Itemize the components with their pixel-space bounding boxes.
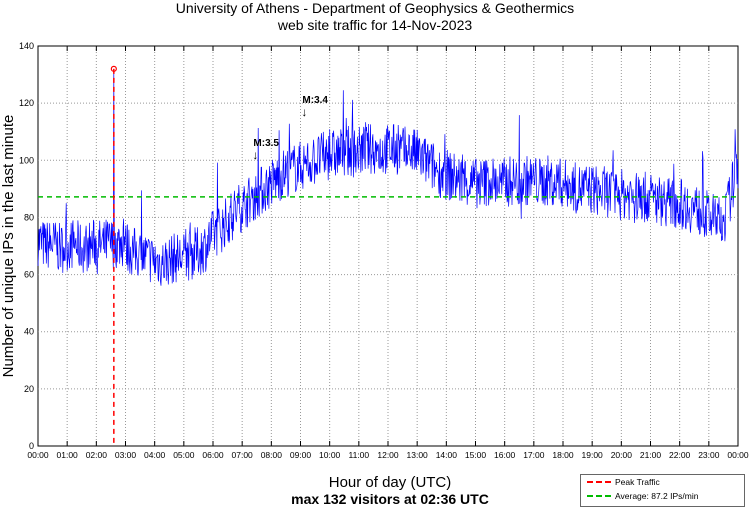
x-tick-label: 21:00 <box>640 450 662 460</box>
x-tick-label: 12:00 <box>377 450 399 460</box>
x-tick-label: 18:00 <box>552 450 574 460</box>
y-tick-label: 120 <box>19 98 34 108</box>
x-tick-label: 09:00 <box>290 450 312 460</box>
y-tick-label: 140 <box>19 41 34 51</box>
traffic-series-line <box>37 68 739 286</box>
plot-area: 0 20 40 60 80 100 120 140 00:00 01:00 02:00 03:00 04… <box>0 41 749 460</box>
y-tick-label: 40 <box>24 327 34 337</box>
y-tick-label: 0 <box>29 441 34 451</box>
chart-title: University of Athens - Department of Geo… <box>175 0 575 16</box>
x-tick-label: 01:00 <box>57 450 79 460</box>
y-tick-label: 60 <box>24 270 34 280</box>
legend-average-label: Average: 87.2 IPs/min <box>615 491 699 501</box>
x-tick-label: 13:00 <box>407 450 429 460</box>
y-tick-label: 100 <box>19 155 34 165</box>
chart-subtitle: web site traffic for 14-Nov-2023 <box>277 17 473 33</box>
x-tick-label: 08:00 <box>261 450 283 460</box>
earthquake-annotation: M:3.5 <box>253 138 279 149</box>
x-tick-label: 23:00 <box>698 450 720 460</box>
x-tick-label: 02:00 <box>86 450 108 460</box>
y-axis-label: Number of unique IPs in the last minute <box>0 115 17 378</box>
x-tick-label: 05:00 <box>173 450 195 460</box>
y-tick-label: 20 <box>24 384 34 394</box>
x-tick-label: 10:00 <box>319 450 341 460</box>
legend-peak-label: Peak Traffic <box>615 477 660 487</box>
x-tick-label: 16:00 <box>494 450 516 460</box>
x-tick-label: 14:00 <box>436 450 458 460</box>
x-tick-label: 17:00 <box>523 450 545 460</box>
legend-peak: Peak Traffic <box>581 475 744 489</box>
x-tick-label: 03:00 <box>115 450 137 460</box>
legend: Peak Traffic Average: 87.2 IPs/min <box>580 474 745 507</box>
x-tick-label: 07:00 <box>232 450 254 460</box>
earthquake-arrow: ↓ <box>301 105 307 119</box>
legend-average: Average: 87.2 IPs/min <box>581 489 744 503</box>
earthquake-arrow: ↓ <box>252 148 258 162</box>
x-tick-label: 11:00 <box>349 450 370 460</box>
x-tick-label: 19:00 <box>582 450 604 460</box>
x-tick-label: 15:00 <box>465 450 487 460</box>
x-axis-label: Hour of day (UTC) <box>328 474 452 491</box>
earthquake-annotation: M:3.4 <box>302 95 328 106</box>
x-tick-label: 04:00 <box>144 450 166 460</box>
x-tick-label: 00:00 <box>27 450 49 460</box>
x-tick-label: 20:00 <box>611 450 633 460</box>
x-tick-label: 06:00 <box>202 450 224 460</box>
x-tick-label: 22:00 <box>669 450 691 460</box>
footer-max-visitors: max 132 visitors at 02:36 UTC <box>291 491 489 507</box>
x-tick-label: 00:00 <box>727 450 749 460</box>
peak-marker <box>110 65 117 72</box>
y-tick-label: 80 <box>24 212 34 222</box>
